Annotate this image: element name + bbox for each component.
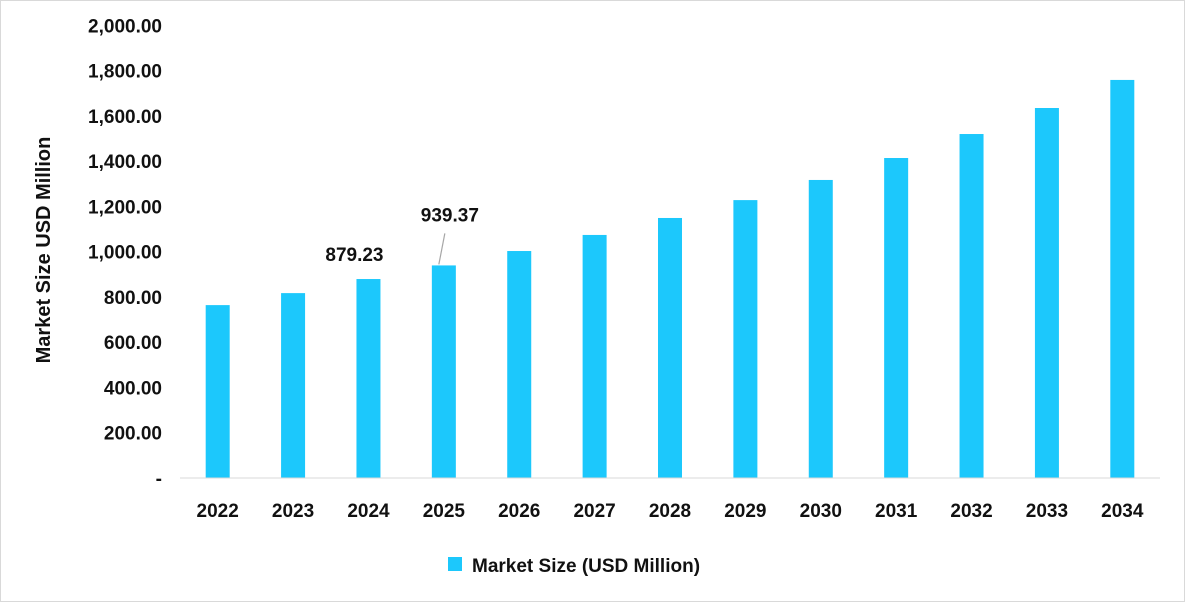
y-tick-label: 200.00 [104,424,162,445]
x-tick-label: 2031 [875,501,918,522]
y-tick-label: 1,200.00 [88,197,162,218]
x-tick-label: 2023 [272,501,314,522]
y-axis-label: Market Size USD Million [33,137,55,364]
x-tick-label: 2034 [1101,501,1144,522]
bar-2023 [281,293,306,478]
bar-2025 [431,265,456,478]
bar-2024 [356,279,381,478]
y-tick-label: 1,000.00 [88,243,162,264]
y-tick-label: 800.00 [104,288,162,309]
x-tick-label: 2024 [347,501,390,522]
x-tick-label: 2022 [197,501,239,522]
y-tick-label: 1,800.00 [88,62,162,83]
y-tick-label: 400.00 [104,378,162,399]
x-tick-label: 2027 [573,501,615,522]
data-label: 879.23 [325,245,383,266]
y-tick-label: 1,600.00 [88,107,162,128]
x-tick-label: 2025 [423,501,466,522]
x-tick-label: 2029 [724,501,766,522]
y-tick-label: 1,400.00 [88,152,162,173]
x-tick-label: 2028 [649,501,691,522]
bar-2022 [205,305,230,478]
bar-2030 [808,179,833,479]
bar-2032 [959,134,984,479]
bar-2028 [658,217,682,478]
bar-2034 [1110,79,1135,479]
legend-label: Market Size (USD Million) [472,556,700,577]
legend-swatch [448,557,462,571]
x-tick-label: 2026 [498,501,540,522]
bar-2031 [884,158,909,479]
x-tick-label: 2032 [950,501,992,522]
y-tick-label: 2,000.00 [88,16,162,37]
data-label: 939.37 [421,205,479,226]
bar-2033 [1034,107,1059,478]
x-tick-label: 2030 [800,501,842,522]
data-label-leader-line [438,233,446,265]
x-tick-label: 2033 [1026,501,1068,522]
y-tick-label: - [156,469,162,490]
y-tick-label: 600.00 [104,333,162,354]
bar-2029 [733,200,758,478]
bar-2027 [582,234,607,478]
bar-2026 [507,251,532,478]
